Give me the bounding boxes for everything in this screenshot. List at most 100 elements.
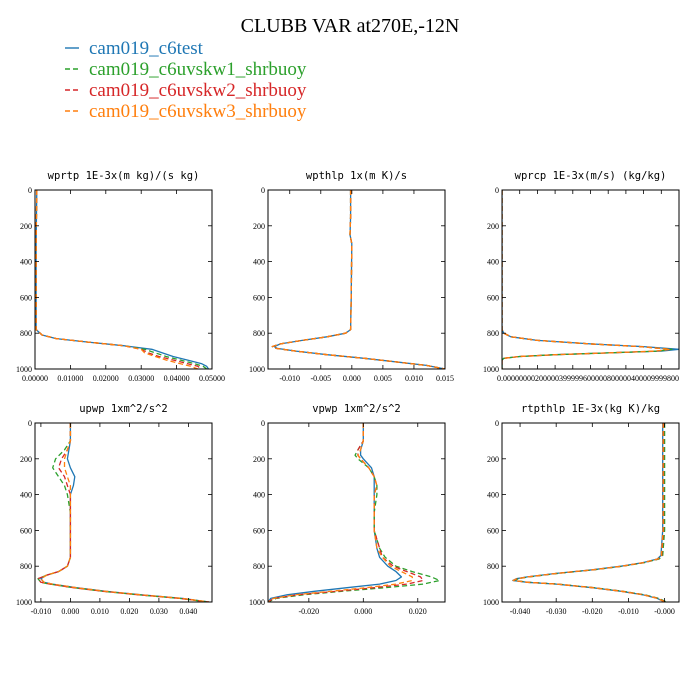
- x-tick-label: 0.040: [179, 607, 197, 616]
- series-line: [35, 190, 202, 369]
- series-group: [502, 190, 679, 369]
- y-tick-label: 200: [487, 222, 499, 231]
- panel-5: rtpthlp 1E-3x(kg K)/kg 0 200 400 600 800 1000 -…: [483, 403, 680, 616]
- panel-title: vpwp 1xm^2/s^2: [312, 403, 401, 415]
- series-group: [512, 423, 667, 602]
- y-tick-label: 800: [20, 329, 32, 338]
- y-tick-label: 600: [487, 293, 499, 302]
- x-tick-label: 0.01000: [57, 374, 83, 383]
- y-tick-label: 200: [20, 222, 32, 231]
- x-tick-label: -0.010: [618, 607, 639, 616]
- y-tick-label: 600: [253, 293, 265, 302]
- y-tick-label: 1000: [483, 598, 499, 607]
- series-group: [37, 423, 210, 602]
- panel-1: wpthlp 1x(m K)/s 0 200 400 600 800 1000 -0.010 -…: [249, 170, 454, 383]
- x-tick-label: 0.000: [354, 607, 372, 616]
- legend-label: cam019_c6uvskw2_shrbuoy: [89, 80, 307, 101]
- legend-label: cam019_c6uvskw3_shrbuoy: [89, 101, 307, 122]
- series-line: [271, 190, 445, 369]
- y-tick-label: 600: [20, 526, 32, 535]
- x-tick-label: 0.030: [150, 607, 168, 616]
- x-tick-label: 0.05000: [199, 374, 225, 383]
- x-tick-label: 0.02000: [93, 374, 119, 383]
- y-tick-label: 800: [487, 329, 499, 338]
- panel-title: rtpthlp 1E-3x(kg K)/kg: [521, 403, 660, 415]
- y-tick-label: 400: [253, 491, 265, 500]
- panels-grid: wprtp 1E-3x(m kg)/(s kg) 0 200 400 600 800 100…: [16, 170, 680, 616]
- y-tick-label: 0: [28, 419, 32, 428]
- legend-entry: cam019_c6uvskw2_shrbuoy: [65, 80, 307, 101]
- x-tick-label: 0.020: [409, 607, 427, 616]
- series-group: [268, 423, 441, 602]
- x-tick-label: 0.00000: [22, 374, 48, 383]
- x-tick-label: -0.020: [582, 607, 603, 616]
- legend-label: cam019_c6uvskw1_shrbuoy: [89, 59, 307, 80]
- y-tick-label: 400: [253, 258, 265, 267]
- x-tick-label: 0.010: [91, 607, 109, 616]
- series-group: [271, 190, 445, 369]
- series-line: [512, 423, 666, 602]
- figure-title: CLUBB VAR at270E,-12N: [241, 15, 460, 37]
- y-tick-label: 800: [487, 562, 499, 571]
- plot-frame: [34, 189, 213, 370]
- series-line: [268, 423, 413, 602]
- plot-frame: [501, 422, 680, 603]
- x-tick-label: 0.005: [374, 374, 392, 383]
- series-line: [40, 423, 210, 602]
- x-tick-label: -0.030: [546, 607, 567, 616]
- x-tick-label: -0.005: [310, 374, 331, 383]
- y-tick-label: 1000: [249, 598, 265, 607]
- series-line: [35, 190, 208, 369]
- x-tick-label: -0.020: [299, 607, 320, 616]
- y-tick-label: 0: [261, 419, 265, 428]
- y-tick-label: 600: [487, 526, 499, 535]
- plot-frame: [34, 422, 213, 603]
- y-tick-label: 800: [253, 562, 265, 571]
- series-line: [502, 190, 671, 369]
- y-tick-label: 600: [20, 293, 32, 302]
- x-tick-label: 0.020: [120, 607, 138, 616]
- panel-title: wpthlp 1x(m K)/s: [306, 170, 407, 182]
- legend-entry: cam019_c6test: [65, 38, 204, 59]
- panel-title: wprcp 1E-3x(m/s) (kg/kg): [515, 170, 667, 182]
- y-tick-label: 0: [28, 186, 32, 195]
- y-tick-label: 1000: [483, 365, 499, 374]
- y-tick-label: 0: [261, 186, 265, 195]
- x-tick-label: 0.04000: [164, 374, 190, 383]
- panel-2: wprcp 1E-3x(m/s) (kg/kg) 0 200 400 600 800 100…: [483, 170, 680, 383]
- y-tick-label: 600: [253, 526, 265, 535]
- x-tick-label: 0.010: [405, 374, 423, 383]
- series-line: [35, 190, 210, 369]
- y-tick-label: 400: [487, 491, 499, 500]
- y-tick-label: 0: [495, 186, 499, 195]
- series-group: [35, 190, 210, 369]
- plot-frame: [267, 189, 446, 370]
- x-tick-label: -0.040: [510, 607, 531, 616]
- y-tick-label: 1000: [16, 598, 32, 607]
- y-tick-label: 200: [20, 455, 32, 464]
- panel-title: wprtp 1E-3x(m kg)/(s kg): [48, 170, 200, 182]
- plot-frame: [267, 422, 446, 603]
- x-tick-label: 0.00000000200000399999600000800000400009…: [497, 374, 679, 383]
- x-tick-label: -0.010: [279, 374, 300, 383]
- panel-0: wprtp 1E-3x(m kg)/(s kg) 0 200 400 600 800 100…: [16, 170, 225, 383]
- x-tick-label: 0.015: [436, 374, 454, 383]
- x-tick-label: 0.03000: [128, 374, 154, 383]
- panel-3: upwp 1xm^2/s^2 0 200 400 600 800 1000-0.010 0.0…: [16, 403, 213, 616]
- panel-4: vpwp 1xm^2/s^2 0 200 400 600 800 1000 -0.020 0.0…: [249, 403, 446, 616]
- x-tick-label: -0.000: [654, 607, 675, 616]
- y-tick-label: 800: [20, 562, 32, 571]
- y-tick-label: 1000: [16, 365, 32, 374]
- y-tick-label: 400: [20, 258, 32, 267]
- y-tick-label: 0: [495, 419, 499, 428]
- legend-entry: cam019_c6uvskw3_shrbuoy: [65, 101, 307, 122]
- legend: cam019_c6testcam019_c6uvskw1_shrbuoycam0…: [65, 38, 307, 122]
- y-tick-label: 400: [487, 258, 499, 267]
- panel-title: upwp 1xm^2/s^2: [79, 403, 168, 415]
- y-tick-label: 200: [253, 222, 265, 231]
- y-tick-label: 1000: [249, 365, 265, 374]
- series-line: [268, 423, 441, 602]
- y-tick-label: 200: [253, 455, 265, 464]
- y-tick-label: 400: [20, 491, 32, 500]
